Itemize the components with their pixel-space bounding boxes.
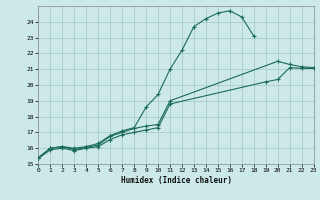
X-axis label: Humidex (Indice chaleur): Humidex (Indice chaleur): [121, 176, 231, 185]
